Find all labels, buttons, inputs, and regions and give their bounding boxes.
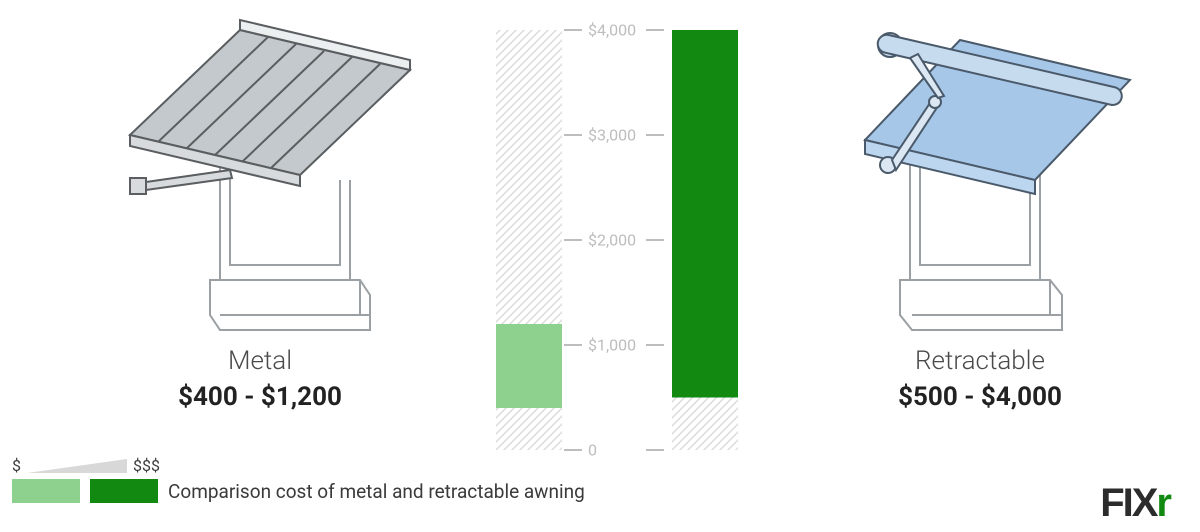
metal-awning-column: Metal $400 - $1,200: [80, 10, 440, 412]
legend-caption: Comparison cost of metal and retractable…: [168, 480, 585, 503]
price-scale-legend: $ $$$: [12, 456, 1188, 475]
scale-low: $: [12, 456, 21, 475]
retractable-price: $500 - $4,000: [898, 382, 1062, 412]
logo-accent: r: [1156, 481, 1170, 525]
metal-awning-illustration: [100, 10, 420, 340]
logo-main: FIX: [1100, 481, 1156, 525]
retractable-awning-illustration: [820, 10, 1140, 340]
fixr-logo: FIXr: [1100, 481, 1170, 526]
legend-swatch-light: [12, 479, 80, 503]
color-legend: Comparison cost of metal and retractable…: [12, 479, 1188, 503]
retractable-label: Retractable: [915, 346, 1045, 376]
cost-comparison-chart: 0$1,000$2,000$3,000$4,000: [480, 10, 760, 450]
retractable-awning-column: Retractable $500 - $4,000: [800, 10, 1160, 412]
legend-footer: $ $$$ Comparison cost of metal and retra…: [12, 456, 1188, 526]
chart-svg: [480, 10, 760, 452]
metal-label: Metal: [228, 346, 292, 376]
scale-wedge-icon: [27, 459, 127, 473]
metal-price: $400 - $1,200: [178, 382, 342, 412]
legend-swatch-dark: [90, 479, 158, 503]
scale-high: $$$: [133, 456, 160, 475]
